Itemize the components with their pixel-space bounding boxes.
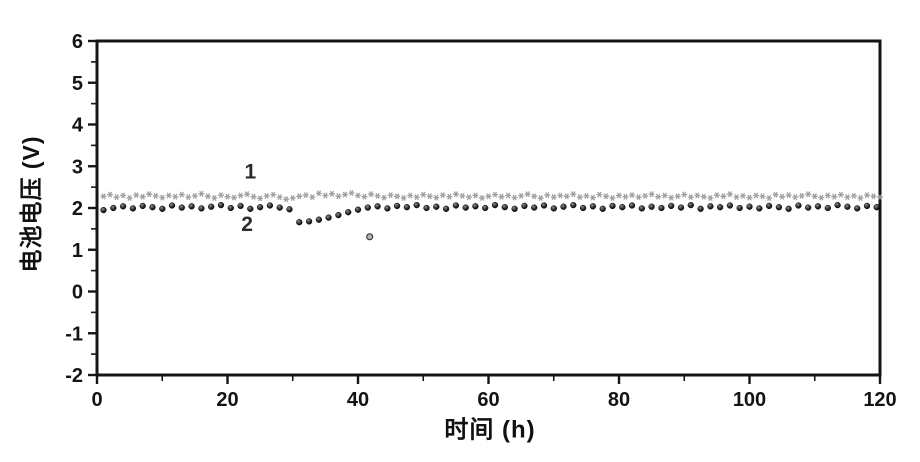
y-tick-label: 5 [72, 73, 83, 95]
x-tick-label: 0 [91, 389, 102, 411]
x-tick-label: 120 [863, 389, 896, 411]
y-tick-label: 4 [72, 115, 84, 137]
y-tick-label: 6 [72, 31, 83, 53]
y-tick-label: 0 [72, 282, 83, 304]
series-2-points [100, 201, 880, 226]
x-tick-label: 20 [216, 389, 238, 411]
x-tick-label: 60 [477, 389, 499, 411]
x-axis-label: 时间 (h) [444, 416, 536, 444]
series-1-points [100, 189, 883, 203]
axis-ticks: 0 20 40 60 80 100 120 -2 -1 0 1 2 3 4 5 6 [65, 31, 896, 411]
y-tick-label: 1 [72, 240, 83, 262]
series-annotation-1: 1 [244, 160, 256, 183]
y-tick-label: -1 [65, 323, 83, 345]
y-tick-label: -2 [65, 365, 83, 387]
outlier-point [366, 233, 374, 241]
plot-border [95, 39, 882, 377]
x-tick-label: 100 [733, 389, 766, 411]
x-tick-label: 40 [347, 389, 369, 411]
x-tick-label: 80 [608, 389, 630, 411]
y-tick-label: 3 [72, 156, 83, 178]
y-axis-label: 电池电压 (V) [18, 135, 44, 273]
series-annotation-2: 2 [241, 213, 253, 236]
y-tick-label: 2 [72, 198, 83, 220]
